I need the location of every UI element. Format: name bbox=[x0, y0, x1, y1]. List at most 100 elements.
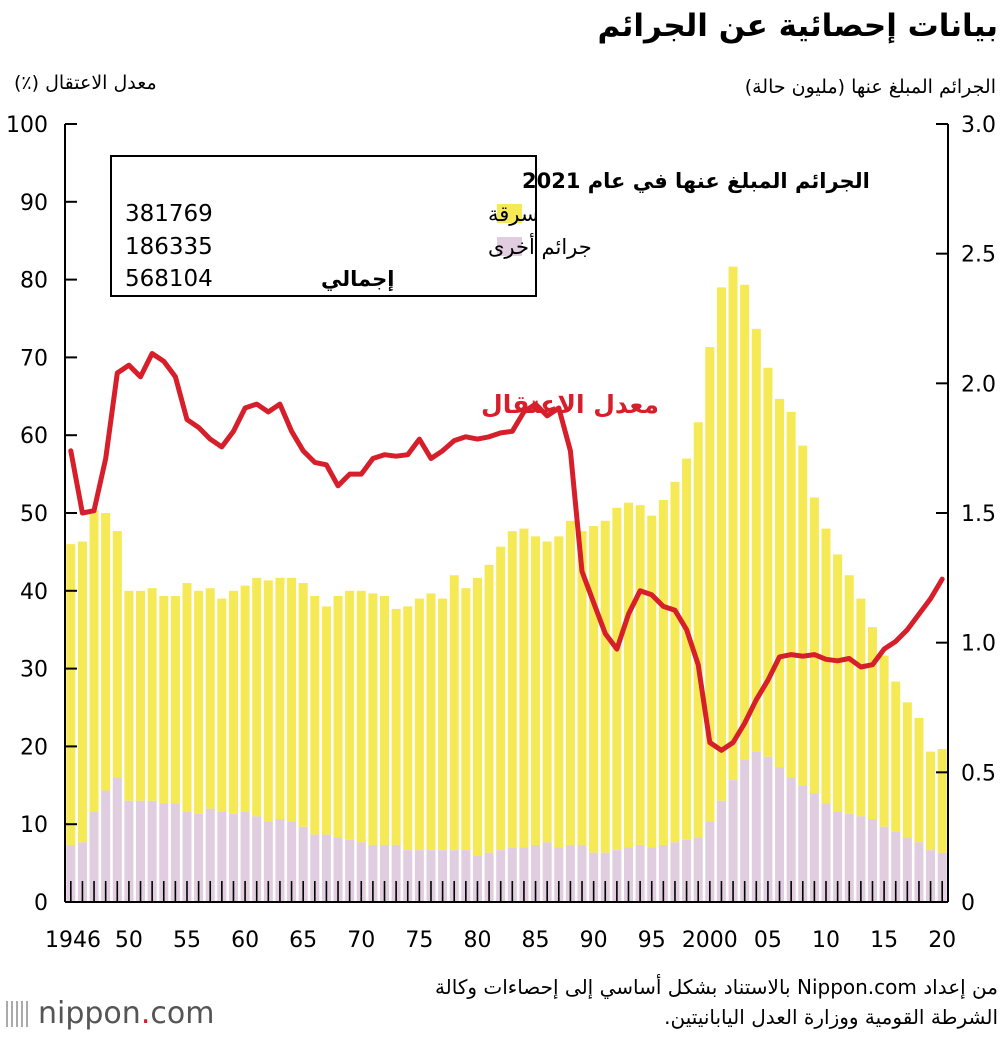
arrest-rate-line bbox=[68, 351, 945, 753]
other-bar bbox=[252, 816, 262, 902]
other-bar bbox=[147, 800, 157, 902]
theft-bar bbox=[926, 751, 936, 851]
other-bar bbox=[89, 811, 99, 902]
theft-bar bbox=[554, 536, 564, 848]
other-bar bbox=[356, 842, 366, 902]
legend-value-other: 186335 bbox=[125, 234, 213, 260]
x-tick-label: 20 bbox=[928, 928, 956, 953]
theft-bar bbox=[101, 513, 111, 791]
theft-bar bbox=[589, 525, 599, 853]
left-tick-label: 100 bbox=[6, 113, 48, 138]
brand-tld: com bbox=[150, 996, 215, 1031]
theft-bar bbox=[263, 580, 273, 822]
theft-bar bbox=[856, 598, 866, 817]
other-bar bbox=[891, 831, 901, 902]
other-bar bbox=[159, 803, 169, 902]
theft-bar bbox=[496, 546, 506, 851]
theft-bar bbox=[275, 577, 285, 820]
other-bar bbox=[554, 847, 564, 902]
legend-label-other: جرائم أخرى bbox=[488, 233, 592, 260]
other-bar bbox=[879, 826, 889, 902]
theft-bar bbox=[507, 531, 517, 848]
other-bar bbox=[542, 842, 552, 902]
theft-bar bbox=[775, 398, 785, 768]
other-bar bbox=[461, 850, 471, 902]
theft-bar bbox=[391, 608, 401, 845]
other-bar bbox=[647, 847, 657, 902]
legend: الجرائم المبلغ عنها في عام 2021 سرقة 381… bbox=[110, 155, 870, 297]
source-note: من إعداد Nippon.com بالاستناد بشكل أساسي… bbox=[298, 972, 998, 1032]
other-bar bbox=[844, 813, 854, 902]
theft-bar bbox=[751, 328, 761, 752]
theft-bar bbox=[682, 458, 692, 840]
page-title: بيانات إحصائية عن الجرائم bbox=[597, 8, 998, 44]
other-bar bbox=[333, 837, 343, 902]
theft-bar bbox=[542, 541, 552, 843]
other-bar bbox=[205, 808, 215, 902]
theft-bar bbox=[670, 481, 680, 843]
left-tick-label: 70 bbox=[20, 346, 48, 371]
other-bar bbox=[112, 777, 122, 902]
theft-bar bbox=[345, 590, 355, 840]
theft-bar bbox=[879, 655, 889, 827]
theft-bar bbox=[635, 505, 645, 845]
x-tick-label: 50 bbox=[115, 928, 143, 953]
theft-bar bbox=[809, 497, 819, 794]
other-bar bbox=[577, 844, 587, 902]
x-tick-label: 80 bbox=[463, 928, 491, 953]
x-tick-label: 70 bbox=[347, 928, 375, 953]
theft-bar bbox=[136, 590, 146, 801]
other-bar bbox=[635, 844, 645, 902]
other-bar bbox=[658, 844, 668, 902]
nippon-logo: nippon.com bbox=[6, 996, 214, 1031]
legend-title: الجرائم المبلغ عنها في عام 2021 bbox=[522, 169, 870, 193]
other-bar bbox=[833, 811, 843, 902]
theft-bar bbox=[240, 585, 250, 812]
theft-bar bbox=[321, 606, 331, 835]
other-bar bbox=[240, 811, 250, 902]
tick-layer: 0 10 20 30 40 50 60 70 80 90 100 0 0.5 1.0 1.5 2.0 2.5 3.… bbox=[6, 113, 996, 953]
legend-value-total: 568104 bbox=[125, 266, 213, 292]
left-tick-label: 40 bbox=[20, 580, 48, 605]
bar-layer bbox=[66, 266, 947, 902]
theft-bar bbox=[623, 502, 634, 848]
other-bar bbox=[124, 800, 134, 902]
arrest-rate-label: معدل الاعتقال bbox=[481, 390, 659, 419]
other-bar bbox=[902, 837, 912, 902]
other-bar bbox=[438, 850, 448, 902]
theft-bar bbox=[194, 590, 204, 814]
other-bar bbox=[809, 793, 819, 902]
x-tick-label: 75 bbox=[405, 928, 433, 953]
other-bar bbox=[275, 819, 285, 902]
theft-bar bbox=[902, 702, 912, 838]
theft-bar bbox=[798, 445, 808, 786]
theft-bar bbox=[693, 422, 703, 838]
theft-bar bbox=[728, 266, 738, 781]
theft-bar bbox=[368, 593, 378, 845]
x-tick-label: 10 bbox=[812, 928, 840, 953]
other-bar bbox=[403, 850, 413, 902]
other-bar bbox=[856, 816, 866, 902]
right-tick-label: 2.0 bbox=[961, 372, 996, 397]
right-axis-title: الجرائم المبلغ عنها (مليون حالة) bbox=[744, 76, 996, 98]
other-bar bbox=[519, 847, 529, 902]
legend-swatch-other bbox=[497, 237, 522, 256]
theft-bar bbox=[379, 595, 390, 845]
theft-bar bbox=[937, 748, 947, 853]
theft-bar bbox=[159, 595, 169, 804]
left-tick-label: 10 bbox=[20, 813, 48, 838]
x-tick-label: 90 bbox=[580, 928, 608, 953]
theft-bar bbox=[786, 411, 796, 778]
other-bar bbox=[740, 759, 750, 902]
other-bar bbox=[705, 821, 715, 902]
theft-bar bbox=[565, 520, 575, 845]
other-bar bbox=[379, 844, 390, 902]
theft-bar bbox=[66, 544, 76, 845]
theft-bar bbox=[461, 588, 471, 851]
other-bar bbox=[182, 811, 192, 902]
theft-bar bbox=[867, 627, 877, 820]
other-bar bbox=[368, 844, 378, 902]
other-bar bbox=[263, 821, 273, 902]
x-tick-label: 60 bbox=[231, 928, 259, 953]
other-bar bbox=[228, 813, 238, 902]
